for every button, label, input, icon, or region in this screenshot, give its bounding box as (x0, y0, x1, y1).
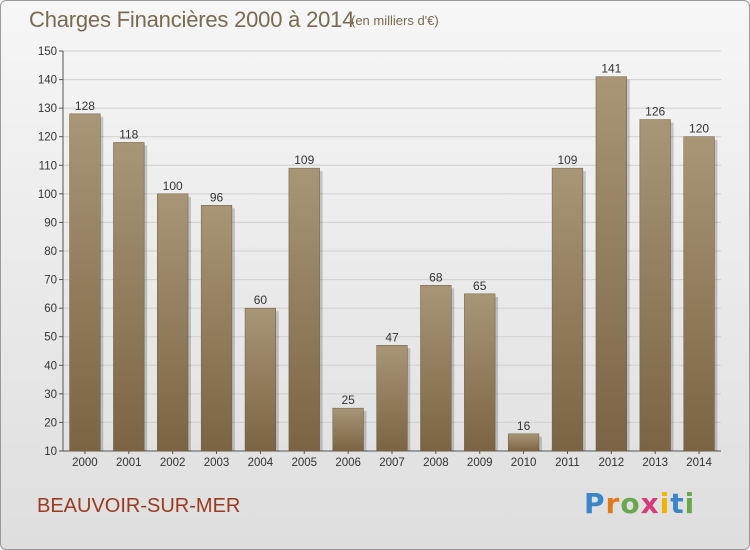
chart-subtitle: (en milliers d'€) (351, 13, 439, 28)
y-tick-label: 50 (44, 332, 57, 344)
y-tick-label: 30 (44, 389, 57, 401)
bar-2012[interactable] (595, 76, 627, 452)
value-label: 65 (473, 279, 487, 293)
x-tick-label: 2009 (467, 457, 493, 469)
value-label: 126 (645, 105, 665, 119)
bar-2005[interactable] (288, 167, 320, 452)
bars (69, 76, 718, 452)
value-label: 16 (517, 419, 531, 433)
value-label: 68 (429, 270, 443, 284)
x-tick-label: 2007 (379, 457, 405, 469)
bar-2011[interactable] (551, 167, 584, 452)
value-label: 141 (601, 62, 621, 76)
y-tick-label: 100 (38, 189, 57, 201)
x-tick-label: 2005 (291, 457, 317, 469)
value-label: 47 (385, 330, 399, 344)
x-tick-label: 2014 (686, 457, 712, 469)
x-tick-label: 2006 (335, 457, 361, 469)
bar-2010[interactable] (507, 433, 540, 452)
y-tick-label: 80 (44, 246, 57, 258)
value-label: 128 (75, 99, 95, 113)
bar-2004[interactable] (244, 307, 277, 452)
bar-2009[interactable] (464, 293, 496, 452)
y-tick-label: 130 (38, 103, 57, 115)
bar-2002[interactable] (157, 193, 189, 452)
bar-2008[interactable] (420, 285, 452, 452)
x-tick-label: 2004 (248, 457, 274, 469)
value-label: 120 (689, 122, 709, 136)
city-name: BEAUVOIR-SUR-MER (37, 495, 241, 517)
value-label: 100 (163, 179, 183, 193)
x-tick-label: 2008 (423, 457, 449, 469)
y-tick-label: 110 (39, 160, 57, 172)
value-label: 109 (294, 153, 314, 167)
x-tick-label: 2012 (599, 457, 625, 469)
value-label: 109 (557, 153, 577, 167)
bar-2003[interactable] (200, 205, 233, 452)
y-tick-label: 150 (38, 46, 57, 58)
x-tick-label: 2000 (72, 457, 98, 469)
value-label: 60 (254, 293, 268, 307)
y-tick-label: 40 (44, 360, 57, 372)
labels: 10 20 30 40 50 60 70 80 90 100 110 120 130 140 150 128 2… (38, 46, 713, 469)
bar-2007[interactable] (376, 345, 408, 452)
value-label: 25 (341, 393, 355, 407)
x-tick-label: 2013 (642, 457, 668, 469)
x-tick-label: 2001 (116, 457, 142, 469)
bar-2001[interactable] (113, 142, 145, 452)
proxiti-logo[interactable]: Proxiti (584, 487, 696, 520)
y-tick-label: 120 (38, 132, 57, 144)
y-tick-label: 10 (44, 446, 57, 458)
chart-title: Charges Financières 2000 à 2014 (29, 7, 355, 32)
y-tick-label: 70 (44, 275, 57, 287)
y-tick-label: 60 (44, 303, 57, 315)
y-tick-label: 140 (38, 75, 57, 87)
x-tick-label: 2003 (204, 457, 230, 469)
x-tick-label: 2011 (555, 457, 580, 469)
bar-2006[interactable] (332, 407, 364, 452)
y-tick-label: 90 (44, 217, 57, 229)
y-tick-label: 20 (44, 417, 57, 429)
x-tick-label: 2010 (511, 457, 537, 469)
bar-2013[interactable] (639, 119, 671, 452)
value-label: 96 (210, 190, 224, 204)
bar-2014[interactable] (683, 136, 715, 452)
bar-2000[interactable] (69, 113, 101, 452)
value-label: 118 (119, 127, 138, 141)
x-tick-label: 2002 (160, 457, 186, 469)
